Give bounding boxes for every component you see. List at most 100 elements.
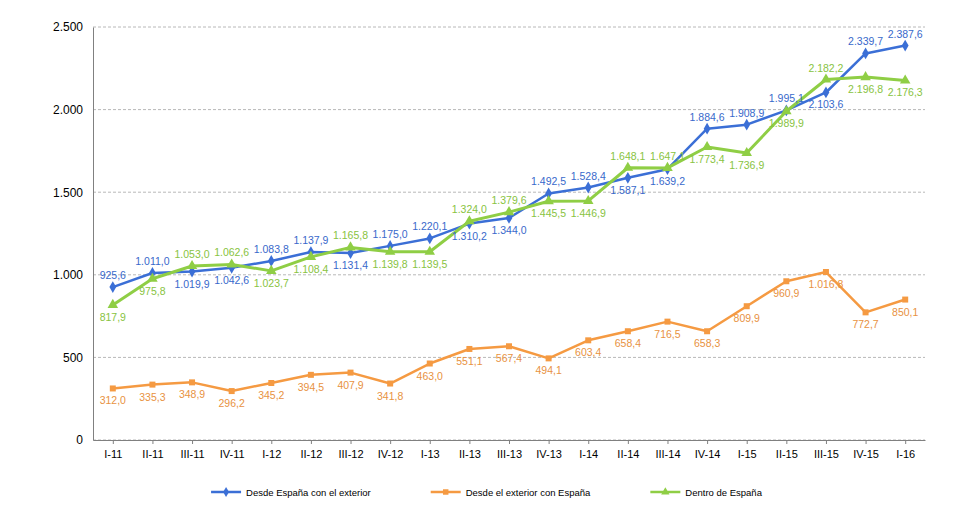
x-tick-label: III-15	[814, 448, 839, 460]
x-tick: III-11	[180, 440, 204, 460]
chart: 05001.0001.5002.0002.500I-11II-11III-11I…	[0, 0, 973, 509]
y-tick: 1.000	[53, 268, 93, 282]
data-label: 1.989,9	[769, 117, 804, 129]
grid-line	[93, 109, 925, 110]
data-label: 1.042,6	[214, 274, 249, 286]
data-label: 1.648,1	[610, 150, 645, 162]
marker	[623, 162, 634, 171]
marker	[704, 328, 710, 334]
x-tick: I-14	[579, 440, 598, 460]
data-label: 296,2	[219, 397, 245, 409]
x-tick-mark	[390, 440, 391, 444]
series-line	[113, 272, 905, 391]
x-tick-label: II-14	[617, 448, 639, 460]
x-tick-mark	[232, 440, 233, 444]
data-label: 407,9	[337, 379, 363, 391]
y-tick: 2.000	[53, 103, 93, 117]
grid	[93, 27, 925, 440]
marker	[268, 380, 274, 386]
x-tick-mark	[549, 440, 550, 444]
legend-label: Dentro de España	[685, 487, 762, 498]
data-label: 1.165,8	[333, 229, 368, 241]
marker	[821, 73, 832, 82]
marker	[110, 385, 116, 391]
data-label: 1.773,4	[690, 153, 725, 165]
series	[109, 40, 908, 293]
legend-label: Desde el exterior con España	[466, 487, 591, 498]
marker	[466, 346, 472, 352]
data-label: 1.528,4	[571, 170, 606, 182]
data-label: 2.176,3	[888, 86, 923, 98]
marker	[226, 258, 237, 267]
marker	[543, 195, 554, 204]
x-tick-mark	[152, 440, 153, 444]
marker	[147, 273, 158, 282]
x-tick: II-13	[459, 440, 481, 460]
data-label: 603,4	[575, 346, 601, 358]
data-label: 2.196,8	[848, 83, 883, 95]
x-tick: II-15	[776, 440, 798, 460]
data-label: 716,5	[654, 328, 680, 340]
data-label: 1.016,8	[808, 278, 843, 290]
x-tick-mark	[351, 440, 352, 444]
marker	[662, 162, 673, 171]
data-label: 1.446,9	[571, 207, 606, 219]
marker	[743, 119, 750, 131]
marker	[189, 379, 195, 385]
data-label: 1.344,0	[491, 224, 526, 236]
data-label: 1.647,1	[650, 150, 685, 162]
x-tick-mark	[707, 440, 708, 444]
x-tick-mark	[905, 440, 906, 444]
x-tick-mark	[628, 440, 629, 444]
x-tick-label: I-12	[262, 448, 281, 460]
marker	[902, 40, 909, 52]
marker	[741, 147, 752, 156]
marker	[464, 215, 475, 224]
x-tick-label: III-11	[180, 448, 204, 460]
x-tick-label: II-12	[300, 448, 322, 460]
x-tick: IV-15	[853, 440, 879, 460]
x-tick: II-12	[300, 440, 322, 460]
x-tick: IV-11	[220, 440, 245, 460]
x-tick-label: IV-11	[220, 448, 245, 460]
marker	[781, 105, 792, 114]
data-label: 1.908,9	[729, 107, 764, 119]
marker	[387, 381, 393, 387]
x-tick-mark	[113, 440, 114, 444]
marker	[744, 303, 750, 309]
x-tick-label: I-14	[579, 448, 598, 460]
y-tick-label: 1.000	[53, 268, 83, 282]
marker	[783, 278, 789, 284]
x-tick-label: IV-12	[378, 448, 404, 460]
x-tick-mark	[271, 440, 272, 444]
series	[110, 269, 908, 394]
y-axis-line	[93, 28, 94, 441]
x-tick-mark	[588, 440, 589, 444]
marker	[624, 172, 631, 184]
x-axis: I-11II-11III-11IV-11I-12II-12III-12IV-12…	[94, 440, 926, 460]
x-tick-mark	[826, 440, 827, 444]
y-tick: 0	[76, 433, 93, 447]
data-label: 975,8	[139, 285, 165, 297]
legend-item: Desde España con el exterior	[211, 487, 371, 498]
data-label: 551,1	[456, 355, 482, 367]
data-label: 348,9	[179, 388, 205, 400]
marker	[546, 355, 552, 361]
grid-line	[93, 27, 925, 28]
x-tick: III-13	[497, 440, 522, 460]
y-tick-label: 2.500	[53, 20, 83, 34]
data-label: 1.220,1	[412, 220, 447, 232]
x-tick: III-12	[338, 440, 363, 460]
marker	[902, 297, 908, 303]
x-tick: IV-14	[695, 440, 721, 460]
y-tick: 2.500	[53, 20, 93, 34]
data-label: 1.083,8	[254, 243, 289, 255]
x-tick: I-16	[896, 440, 915, 460]
x-tick-label: III-14	[655, 448, 680, 460]
x-tick-label: III-13	[497, 448, 522, 460]
x-tick-mark	[509, 440, 510, 444]
data-labels: 925,6312,0817,91.011,0335,3975,81.019,93…	[100, 28, 923, 409]
data-label: 1.011,0	[135, 255, 169, 267]
data-label: 1.139,8	[373, 258, 408, 270]
data-label: 1.884,6	[690, 111, 725, 123]
